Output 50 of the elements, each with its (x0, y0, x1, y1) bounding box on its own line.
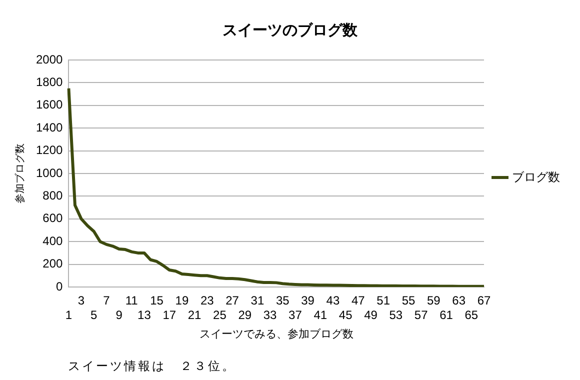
y-tick-label: 0 (56, 279, 64, 294)
x-tick-label: 5 (90, 308, 98, 322)
x-tick-label: 13 (138, 308, 152, 322)
y-tick-label: 200 (42, 256, 64, 271)
x-tick-label: 25 (213, 308, 227, 322)
y-tick-label: 1200 (36, 143, 64, 158)
chart-title: スイーツのブログ数 (222, 22, 358, 40)
x-tick-label: 27 (226, 294, 240, 308)
y-tick-label: 1600 (36, 98, 64, 112)
x-tick-label: 9 (116, 308, 123, 322)
x-tick-label: 17 (162, 308, 176, 322)
x-tick-label: 49 (364, 308, 378, 322)
x-tick-label: 53 (389, 308, 403, 322)
x-tick-label: 23 (200, 294, 214, 308)
y-tick-label: 800 (42, 188, 64, 203)
x-tick-label: 63 (452, 294, 466, 308)
x-tick-label: 39 (301, 294, 315, 308)
x-tick-label: 33 (263, 308, 278, 322)
x-tick-label: 61 (440, 308, 454, 322)
y-tick-label: 1000 (36, 166, 64, 180)
x-tick-label: 47 (351, 294, 366, 308)
x-tick-label: 51 (376, 294, 390, 308)
text: スイーツ情報は ２３位。 (68, 358, 236, 375)
x-tick-label: 35 (276, 294, 290, 308)
x-tick-label: 55 (402, 294, 416, 308)
y-axis-title: 参加ブログ数 (14, 144, 26, 204)
x-tick-label: 15 (150, 294, 164, 308)
x-tick-label: 1 (65, 308, 72, 322)
x-tick-label: 45 (338, 308, 353, 322)
x-tick-label: 59 (426, 294, 441, 308)
x-tick-label: 65 (464, 308, 478, 322)
x-tick-label: 19 (175, 294, 189, 308)
x-tick-label: 7 (103, 294, 110, 308)
y-tick-label: 400 (42, 234, 64, 248)
x-tick-label: 11 (125, 294, 138, 308)
x-axis-title: スイーツでみる、参加ブログ数 (199, 327, 354, 340)
x-tick-label: 31 (250, 294, 264, 308)
x-tick-label: 43 (326, 294, 340, 308)
legend-label: ブログ数 (512, 170, 560, 184)
x-tick-label: 29 (238, 308, 252, 322)
x-tick-label: 57 (414, 308, 428, 322)
y-tick-label: 600 (42, 211, 64, 226)
y-tick-label: 1800 (36, 75, 64, 90)
x-tick-label: 3 (78, 294, 85, 308)
x-tick-label: 41 (314, 308, 328, 322)
x-tick-label: 37 (288, 308, 302, 322)
x-tick-label: 21 (188, 308, 202, 322)
y-tick-label: 1400 (36, 120, 64, 134)
y-tick-label: 2000 (36, 52, 64, 66)
x-tick-label: 67 (477, 294, 491, 308)
